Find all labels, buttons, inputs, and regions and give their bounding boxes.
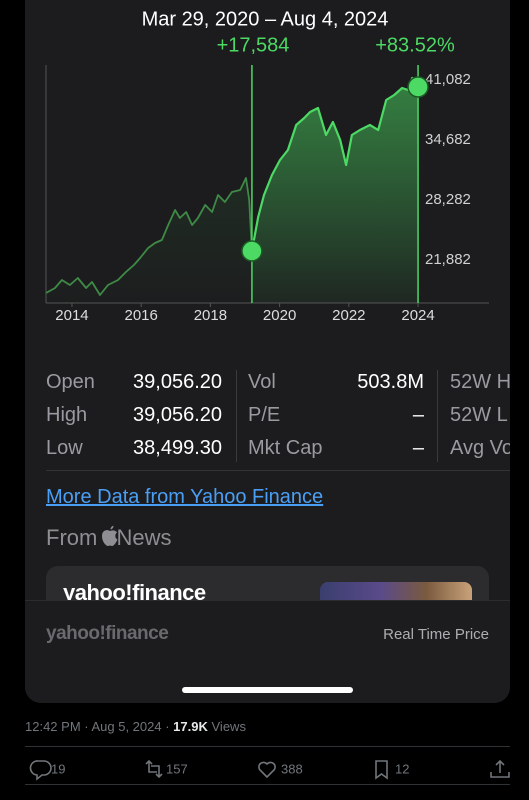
stat-label: 52W L (450, 404, 508, 426)
from-text: From (46, 525, 98, 550)
x-tick-label: 2024 (401, 307, 434, 324)
y-tick-label: 34,682 (425, 131, 471, 148)
like-count: 388 (281, 761, 303, 776)
chart: Mar 29, 2020 – Aug 4, 2024 +17,584 +83.5… (45, 8, 489, 324)
y-tick-label: 41,082 (425, 71, 471, 88)
action-bar: 19 157 388 12 (29, 759, 510, 781)
marker (407, 76, 429, 98)
stat-value: 39,056.20 (133, 371, 222, 393)
stat-label: High (46, 404, 88, 426)
stocks-card: Mar 29, 2020 – Aug 4, 2024 +17,584 +83.5… (25, 0, 510, 703)
apple-logo (102, 525, 118, 546)
x-tick-label: 2020 (263, 307, 296, 324)
share-icon[interactable] (490, 759, 510, 778)
x-tick-label: 2022 (332, 307, 365, 324)
news-heading: From News (46, 525, 171, 551)
change: +17,584 (217, 34, 290, 56)
change-percent: +83.52% (375, 34, 455, 56)
line-highlight (251, 76, 419, 253)
stat-value: 39,056.20 (133, 404, 222, 426)
bookmark-icon[interactable] (375, 760, 388, 780)
y-tick-label: 21,882 (425, 251, 471, 268)
footer-note: Real Time Price (383, 626, 489, 643)
stat-label: Vol (248, 371, 276, 393)
y-tick-label: 28,282 (425, 191, 471, 208)
divider (236, 370, 237, 462)
stat-value: 503.8M (357, 371, 424, 393)
x-tick-label: 2016 (124, 307, 157, 324)
reply-count: 19 (51, 761, 65, 776)
stat-label: Open (46, 371, 95, 393)
home-indicator (182, 687, 353, 693)
separator (46, 470, 510, 471)
footer-band: yahoo!finance Real Time Price (25, 600, 510, 703)
x-tick-label: 2014 (55, 307, 88, 324)
divider (25, 784, 510, 785)
stat-label: Low (46, 437, 83, 459)
stat-label: Avg Vo (450, 437, 510, 459)
news-text: News (116, 525, 172, 550)
views-label: Views (211, 719, 246, 734)
stat-label: Mkt Cap (248, 437, 323, 459)
marker (241, 240, 263, 262)
reply-icon[interactable] (29, 760, 52, 781)
date-range: Mar 29, 2020 – Aug 4, 2024 (142, 8, 389, 30)
stat-value: – (412, 437, 424, 459)
bookmark-count: 12 (395, 761, 409, 776)
stat-value: – (412, 404, 424, 426)
footer-source: yahoo!finance (46, 623, 169, 644)
views-count: 17.9K (173, 719, 208, 734)
divider (25, 746, 510, 747)
like-icon[interactable] (258, 761, 276, 779)
stat-label: P/E (248, 404, 281, 426)
repost-icon[interactable] (145, 759, 163, 779)
x-tick-label: 2018 (194, 307, 227, 324)
stat-label: 52W H (450, 371, 510, 393)
divider (437, 370, 438, 462)
timestamp: 12:42 PM · Aug 5, 2024 · (25, 719, 170, 734)
tweet-meta: 12:42 PM · Aug 5, 2024 · 17.9K Views (25, 719, 246, 734)
more-data-link[interactable]: More Data from Yahoo Finance (46, 486, 324, 508)
stat-value: 38,499.30 (133, 437, 222, 459)
repost-count: 157 (166, 761, 188, 776)
